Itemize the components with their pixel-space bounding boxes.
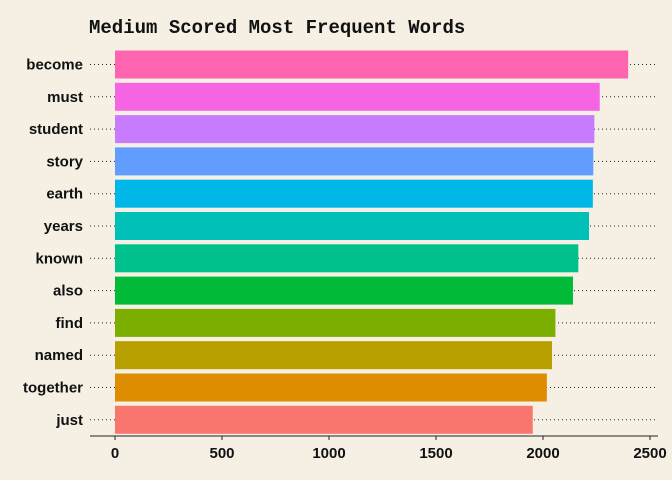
category-label-story: story — [46, 153, 83, 170]
bar-become — [115, 50, 629, 79]
category-label-student: student — [29, 121, 83, 138]
category-label-years: years — [44, 218, 83, 235]
category-label-together: together — [23, 380, 83, 397]
category-label-earth: earth — [46, 186, 83, 203]
x-tick-label-2500: 2500 — [633, 445, 666, 462]
category-label-named: named — [35, 347, 83, 364]
bars — [115, 50, 629, 434]
x-tick-label-0: 0 — [111, 445, 119, 462]
category-label-must: must — [47, 89, 83, 106]
category-label-become: become — [26, 57, 83, 74]
category-label-also: also — [53, 283, 83, 300]
x-tick-label-1500: 1500 — [419, 445, 452, 462]
category-label-find: find — [56, 315, 84, 332]
category-label-just: just — [55, 412, 83, 429]
bar-just — [115, 405, 533, 434]
bar-years — [115, 212, 590, 240]
bar-story — [115, 147, 594, 176]
bar-named — [115, 341, 552, 370]
bar-also — [115, 276, 573, 305]
bar-together — [115, 373, 547, 402]
bar-find — [115, 308, 556, 337]
bar-known — [115, 244, 579, 273]
x-ticks: 0 500 1000 1500 2000 2500 — [111, 436, 667, 462]
chart-title: Medium Scored Most Frequent Words — [89, 17, 465, 39]
category-labels: become must student story earth years known als… — [23, 57, 84, 429]
bar-must — [115, 82, 600, 111]
x-tick-label-2000: 2000 — [526, 445, 559, 462]
bar-student — [115, 115, 595, 144]
bar-earth — [115, 179, 593, 208]
x-tick-label-1000: 1000 — [312, 445, 345, 462]
x-tick-label-500: 500 — [209, 445, 234, 462]
category-label-known: known — [36, 250, 84, 267]
